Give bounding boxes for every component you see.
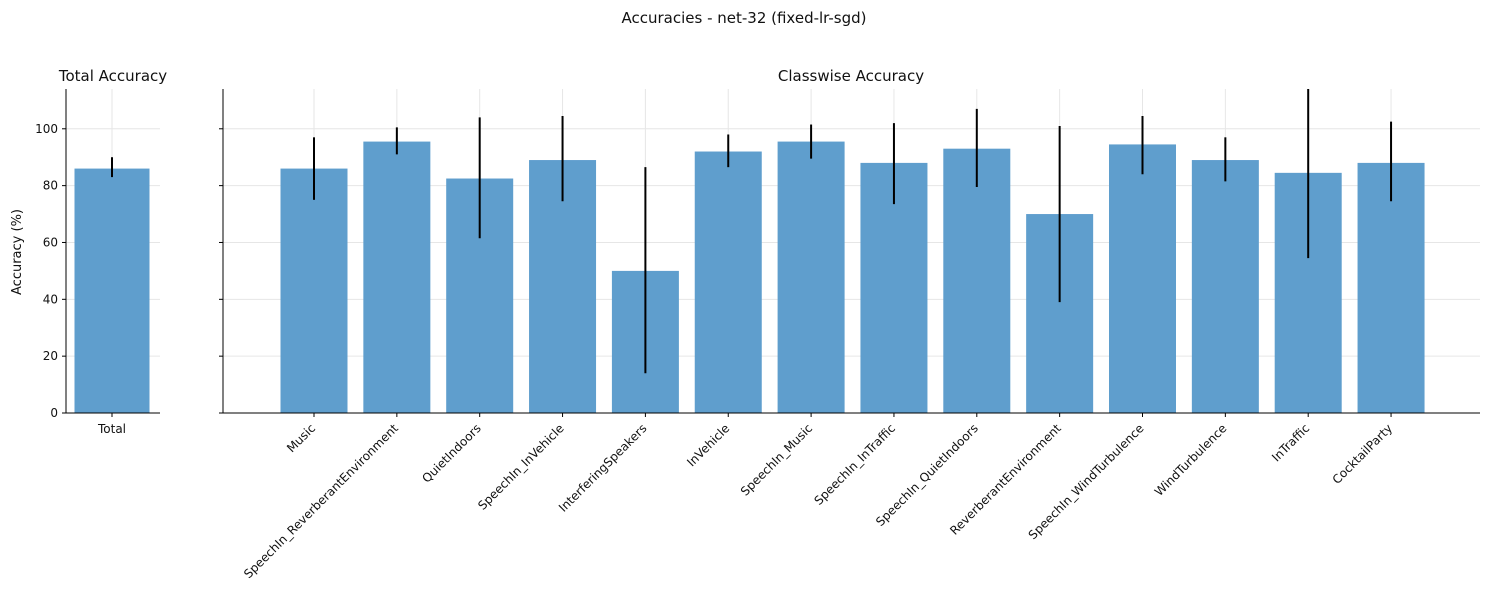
bar-Music [280, 168, 348, 413]
classwise-error-bars [313, 89, 1393, 374]
x-tick-label: QuietIndoors [419, 421, 483, 485]
y-tick-label: 0 [50, 406, 58, 420]
classwise-axes [222, 89, 1480, 414]
y-tick-label: 20 [43, 349, 58, 363]
classwise-accuracy-panel: Classwise Accuracy MusicSpeechIn_Reverbe… [219, 67, 1480, 581]
bar-CocktailParty [1357, 162, 1425, 413]
total-accuracy-panel: Total Accuracy Accuracy (%) 0 20 40 60 80 100… [10, 67, 167, 436]
bar-SpeechIn_ReverberantEnvironment [363, 141, 431, 413]
bar-InVehicle [694, 151, 762, 414]
x-tick-label: SpeechIn_InVehicle [475, 421, 567, 513]
x-tick-label: InVehicle [684, 421, 732, 469]
total-y-ticks: 0 20 40 60 80 100 [35, 122, 66, 420]
bar-SpeechIn_WindTurbulence [1109, 144, 1176, 413]
total-panel-title: Total Accuracy [58, 67, 167, 85]
y-axis-label: Accuracy (%) [10, 209, 25, 295]
bar-SpeechIn_InVehicle [529, 160, 597, 413]
total-axes [65, 89, 160, 414]
x-tick-label: SpeechIn_ReverberantEnvironment [241, 421, 401, 581]
bar-Total [74, 168, 150, 413]
bar-SpeechIn_Music [777, 141, 845, 413]
y-tick-label: 100 [35, 122, 58, 136]
total-bars [74, 168, 150, 413]
x-tick-label: CocktailParty [1330, 421, 1396, 487]
x-tick-label: Total [97, 422, 126, 436]
total-x-ticks: Total [97, 413, 126, 436]
x-tick-label: WindTurbulence [1152, 421, 1230, 499]
x-tick-label: InTraffic [1269, 421, 1312, 464]
y-tick-label: 80 [43, 179, 58, 193]
x-tick-label: SpeechIn_InTraffic [811, 421, 898, 508]
y-tick-label: 60 [43, 235, 58, 249]
classwise-bars [280, 141, 1425, 414]
x-tick-label: InterferingSpeakers [556, 421, 650, 515]
figure-title: Accuracies - net-32 (fixed-lr-sgd) [621, 9, 866, 27]
classwise-y-ticks [219, 128, 223, 414]
bar-SpeechIn_InTraffic [860, 162, 928, 413]
x-tick-label: Music [284, 421, 318, 455]
classwise-panel-title: Classwise Accuracy [778, 67, 924, 85]
y-tick-label: 40 [43, 292, 58, 306]
bar-SpeechIn_QuietIndoors [943, 148, 1011, 413]
bar-WindTurbulence [1191, 160, 1259, 413]
x-tick-label: SpeechIn_Music [738, 421, 815, 498]
